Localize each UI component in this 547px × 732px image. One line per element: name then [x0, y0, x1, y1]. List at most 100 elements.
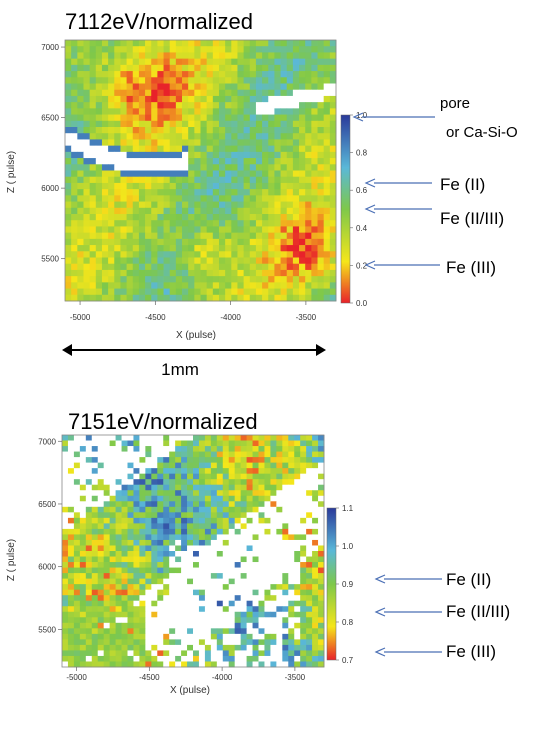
heatmap-cell: [317, 220, 325, 227]
heatmap-cell: [126, 71, 134, 78]
heatmap-cell: [288, 501, 295, 508]
heatmap-cell: [329, 108, 337, 115]
heatmap-cell: [286, 133, 294, 140]
heatmap-cell: [132, 52, 140, 60]
annotation-arrow-head: [364, 204, 376, 214]
heatmap-cell: [126, 158, 134, 165]
heatmap-cell: [237, 263, 245, 271]
heatmap-cell: [193, 567, 200, 574]
heatmap-cell: [83, 40, 91, 47]
heatmap-cell: [258, 584, 265, 591]
heatmap-cell: [73, 462, 81, 469]
heatmap-cell: [139, 495, 146, 502]
heatmap-cell: [318, 562, 325, 568]
heatmap-cell: [175, 214, 183, 221]
heatmap-cell: [276, 661, 283, 668]
heatmap-cell: [311, 189, 318, 196]
y-tick-label: 6500: [38, 500, 56, 509]
heatmap-cell: [210, 484, 218, 491]
heatmap-cell: [95, 114, 103, 122]
heatmap-cell: [252, 523, 259, 530]
heatmap-cell: [120, 108, 127, 115]
heatmap-cell: [268, 151, 275, 159]
heatmap-cell: [258, 479, 265, 486]
heatmap-cell: [151, 539, 158, 546]
heatmap-cell: [187, 435, 194, 441]
heatmap-cell: [67, 495, 75, 502]
heatmap-cell: [79, 523, 87, 530]
heatmap-cell: [323, 46, 331, 53]
heatmap-cell: [109, 539, 116, 546]
heatmap-cell: [95, 40, 103, 47]
heatmap-cell: [292, 95, 300, 103]
heatmap-cell: [317, 95, 325, 103]
heatmap-cell: [286, 120, 294, 128]
heatmap-cell: [103, 628, 111, 635]
heatmap-cell: [216, 573, 224, 580]
heatmap-cell: [83, 214, 91, 221]
heatmap-cell: [175, 238, 183, 246]
heatmap-cell: [169, 479, 176, 486]
heatmap-cell: [323, 102, 331, 109]
heatmap-cell: [305, 158, 312, 165]
heatmap-cell: [292, 151, 300, 159]
x-tick-label: -5000: [66, 673, 87, 682]
heatmap-cell: [109, 600, 116, 607]
heatmap-cell: [108, 133, 115, 140]
heatmap-cell: [329, 201, 337, 209]
y-tick-label: 5500: [38, 625, 56, 634]
heatmap-cell: [163, 232, 171, 240]
heatmap-cell: [318, 490, 325, 497]
heatmap-cell: [210, 611, 218, 618]
heatmap-cell: [206, 294, 214, 302]
heatmap-cell: [212, 294, 220, 302]
heatmap-cell: [210, 462, 218, 469]
heatmap-cell: [157, 650, 164, 657]
heatmap-cell: [77, 232, 84, 240]
heatmap-cell: [194, 127, 201, 134]
heatmap-cell: [169, 220, 177, 227]
heatmap-cell: [294, 578, 301, 585]
heatmap-cell: [71, 95, 78, 103]
heatmap-cell: [138, 182, 146, 190]
heatmap-cell: [306, 622, 313, 629]
heatmap-cell: [252, 578, 259, 585]
heatmap-cell: [188, 207, 195, 215]
heatmap-cell: [65, 151, 72, 159]
heatmap-cell: [210, 551, 218, 557]
heatmap-cell: [101, 176, 109, 184]
heatmap-cell: [115, 551, 122, 557]
heatmap-cell: [79, 501, 87, 508]
heatmap-cell: [181, 484, 188, 491]
heatmap-cell: [206, 164, 214, 171]
heatmap-cell: [145, 77, 152, 84]
heatmap-cell: [255, 52, 263, 60]
heatmap-cell: [225, 52, 232, 60]
heatmap-cell: [77, 139, 84, 147]
heatmap-cell: [305, 182, 312, 190]
heatmap-cell: [234, 495, 242, 502]
heatmap-cell: [286, 232, 294, 240]
heatmap-cell: [264, 650, 271, 657]
heatmap-cell: [83, 58, 91, 66]
heatmap-cell: [276, 655, 283, 662]
heatmap-cell: [193, 606, 200, 613]
heatmap-cell: [294, 479, 301, 486]
heatmap-cell: [175, 151, 183, 159]
heatmap-cell: [85, 435, 93, 441]
heatmap-cell: [163, 151, 171, 159]
heatmap-cell: [175, 83, 183, 91]
heatmap-cell: [132, 257, 140, 265]
heatmap-cell: [323, 282, 331, 289]
heatmap-cell: [276, 633, 283, 640]
heatmap-cell: [258, 462, 265, 469]
heatmap-cell: [145, 102, 152, 109]
heatmap-cell: [169, 263, 177, 271]
heatmap-cell: [71, 127, 78, 134]
heatmap-cell: [216, 517, 224, 524]
heatmap-cell: [240, 606, 247, 613]
heatmap-cell: [311, 170, 318, 178]
heatmap-cell: [127, 622, 134, 629]
heatmap-cell: [294, 512, 301, 519]
heatmap-cell: [288, 661, 295, 668]
